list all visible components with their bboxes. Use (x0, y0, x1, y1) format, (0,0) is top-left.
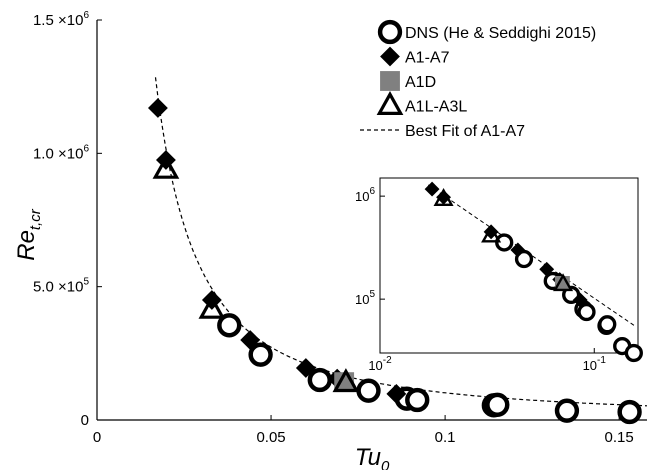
inset-data-point (436, 189, 452, 205)
inset-data-point (433, 188, 454, 206)
data-point (554, 398, 580, 423)
data-point (485, 392, 510, 417)
inset-ticks: 10-2 10-1 105 106 (355, 186, 606, 373)
data-point (240, 330, 261, 350)
legend-label: Best Fit of A1-A7 (405, 123, 525, 140)
legend-swatch (377, 19, 403, 45)
inset-data-point (481, 224, 502, 243)
inset-data-point (624, 343, 643, 363)
y-tick-label: 0 (81, 412, 89, 429)
legend-label: A1D (405, 74, 436, 91)
data-point (248, 342, 273, 367)
x-tick-label: 0 (93, 429, 101, 446)
inset-data-point (514, 249, 534, 269)
main-chart: 0 0.05 0.1 0.15 0 5.0 ×105 1.0 ×106 1.5 ×106 Re… (13, 10, 647, 470)
y-tick-label: 1.5 ×106 (33, 10, 89, 29)
legend-label: A1-A7 (405, 50, 450, 67)
data-point (147, 98, 168, 118)
inset-data-point (424, 181, 440, 197)
y-tick-label: 1.0 ×106 (33, 143, 89, 162)
main-data-points (147, 98, 642, 425)
inset-y-tick-label: 105 (355, 289, 375, 307)
inset-x-tick-label: 10-1 (583, 355, 607, 373)
data-point (295, 358, 316, 378)
legend-swatch (380, 46, 400, 67)
data-point (332, 368, 360, 393)
inset-x-tick-label: 10-2 (368, 355, 392, 373)
x-tick-label: 0.05 (256, 429, 285, 446)
data-point (217, 313, 242, 338)
data-point (198, 294, 226, 319)
data-point (617, 399, 642, 425)
legend-swatch (376, 91, 404, 115)
legend-label: A1L-A3L (405, 99, 467, 116)
inset-data-point (510, 242, 526, 258)
y-tick-label: 5.0 ×105 (33, 277, 89, 296)
inset-frame (379, 177, 639, 354)
inset-data-point (577, 302, 596, 322)
y-axis-title: Ret,cr (13, 208, 44, 261)
inset-data-point (553, 273, 574, 292)
x-axis-title: Tu0 (355, 444, 390, 470)
data-point (307, 367, 332, 393)
inset-y-tick-label: 106 (355, 186, 375, 204)
data-point (152, 154, 180, 179)
data-point (405, 387, 430, 413)
data-point (386, 383, 407, 404)
x-tick-label: 0.1 (435, 429, 456, 446)
inset-data-points (424, 181, 643, 363)
inset-data-point (572, 292, 588, 308)
legend-label: DNS (He & Seddighi 2015) (405, 25, 596, 42)
legend: DNS (He & Seddighi 2015) A1-A7 A1D A1L-A3L B… (360, 19, 596, 140)
x-tick-label: 0.15 (605, 429, 634, 446)
data-point (356, 378, 381, 403)
inset-chart: 10-2 10-1 105 106 (355, 177, 643, 373)
inset-data-point (598, 315, 617, 334)
main-ticks: 0 0.05 0.1 0.15 0 5.0 ×105 1.0 ×106 1.5 ×106 (33, 10, 634, 446)
inset-data-point (539, 261, 555, 277)
legend-swatch (380, 71, 400, 91)
